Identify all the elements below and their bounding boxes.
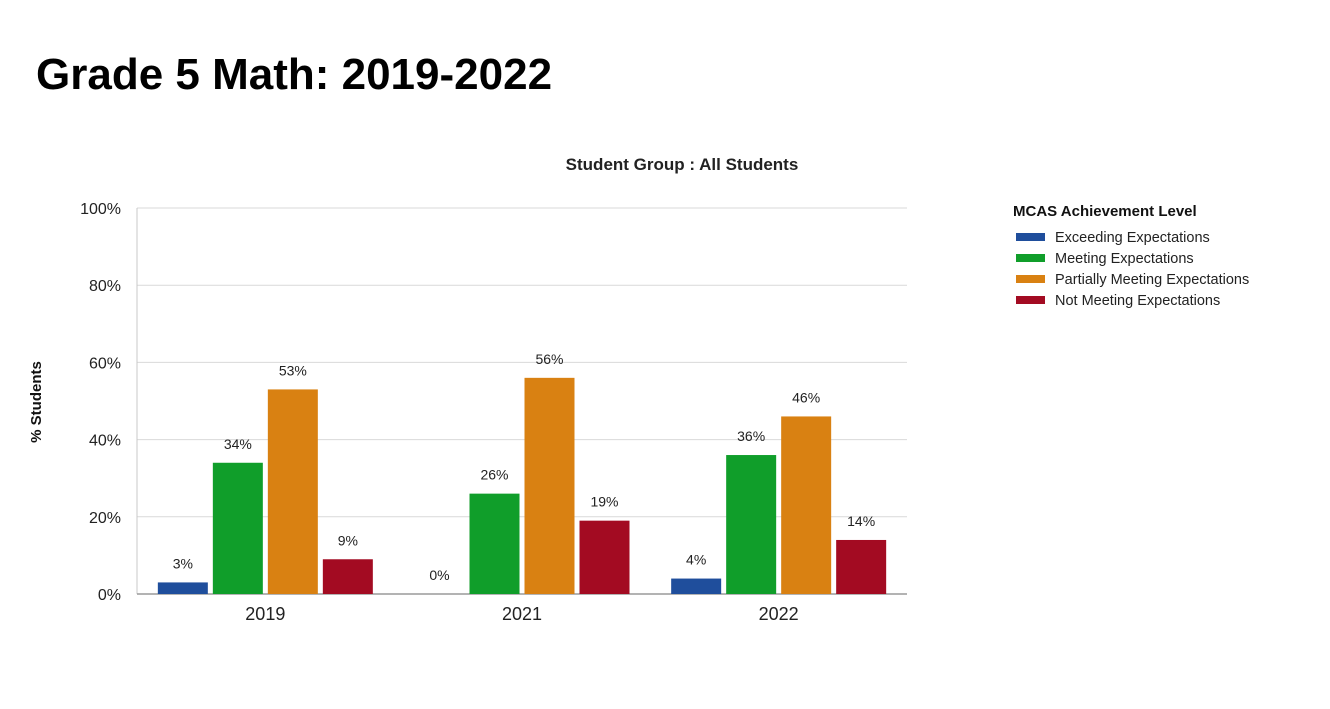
data-label: 9%: [338, 532, 358, 548]
y-tick-label: 40%: [89, 433, 121, 450]
legend: MCAS Achievement Level Exceeding Expecta…: [1013, 203, 1249, 309]
bar-2019-2: [267, 389, 318, 594]
bar-2021-2: [524, 377, 575, 594]
data-label: 3%: [173, 555, 193, 571]
y-tick-label: 60%: [89, 355, 121, 372]
bar-2022-2: [781, 416, 832, 594]
legend-label: Exceeding Expectations: [1055, 230, 1210, 246]
y-tick-label: 80%: [89, 278, 121, 295]
bar-2022-0: [671, 578, 722, 594]
y-tick-label: 100%: [80, 201, 121, 218]
bar-2022-3: [836, 539, 887, 594]
x-tick-label: 2022: [759, 604, 799, 624]
data-label: 34%: [224, 436, 252, 452]
legend-swatch: [1016, 254, 1045, 262]
data-label: 4%: [686, 552, 706, 568]
data-label: 26%: [480, 467, 508, 483]
bars: [157, 377, 887, 594]
data-label: 56%: [535, 351, 563, 367]
data-label: 46%: [792, 389, 820, 405]
data-labels: 3% 34% 53% 9% 0% 26% 56% 19% 4% 36% 46% 14%: [173, 351, 875, 583]
bar-2019-3: [322, 559, 373, 594]
legend-label: Meeting Expectations: [1055, 251, 1194, 267]
data-label: 0%: [429, 567, 449, 583]
page-title: Grade 5 Math: 2019-2022: [36, 50, 553, 99]
bar-2021-3: [579, 520, 630, 594]
x-tick-label: 2021: [502, 604, 542, 624]
axes: 0% 20% 40% 60% 80% 100% 2019 2021 2022: [80, 201, 907, 624]
bar-2019-1: [212, 462, 263, 594]
legend-label: Partially Meeting Expectations: [1055, 272, 1249, 288]
data-label: 19%: [590, 494, 618, 510]
legend-swatch: [1016, 275, 1045, 283]
chart-title: Student Group : All Students: [566, 155, 799, 174]
x-tick-label: 2019: [245, 604, 285, 624]
legend-swatch: [1016, 296, 1045, 304]
y-axis-title: % Students: [28, 361, 45, 443]
y-tick-label: 0%: [98, 587, 121, 604]
data-label: 36%: [737, 428, 765, 444]
bar-2021-1: [469, 493, 520, 594]
data-label: 14%: [847, 513, 875, 529]
legend-title: MCAS Achievement Level: [1013, 203, 1197, 220]
bar-2022-1: [726, 455, 777, 594]
legend-label: Not Meeting Expectations: [1055, 293, 1220, 309]
y-tick-label: 20%: [89, 510, 121, 527]
bar-2019-0: [157, 582, 208, 594]
legend-swatch: [1016, 233, 1045, 241]
data-label: 53%: [279, 362, 307, 378]
gridlines: [137, 207, 907, 518]
